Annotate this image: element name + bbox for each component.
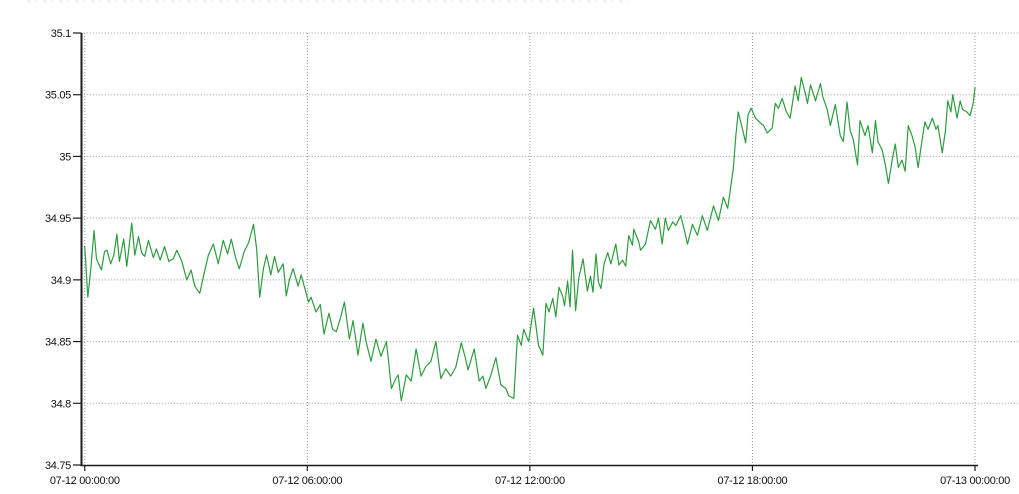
x-tick-label: 07-13 00:00:00	[940, 475, 1010, 487]
series-line-price	[84, 76, 976, 402]
x-tick-label: 07-12 00:00:00	[50, 475, 120, 487]
y-tick-label: 35	[59, 151, 71, 163]
y-tick-label: 35.05	[45, 90, 71, 102]
y-tick-label: 34.95	[45, 213, 71, 225]
y-tick-label: 35.1	[51, 28, 71, 40]
y-tick-label: 34.85	[45, 337, 71, 349]
y-tick-label: 34.8	[51, 398, 71, 410]
x-tick-label: 07-12 12:00:00	[495, 475, 565, 487]
y-tick-label: 34.75	[45, 460, 71, 472]
x-tick-label: 07-12 06:00:00	[272, 475, 342, 487]
x-tick-label: 07-12 18:00:00	[718, 475, 788, 487]
clipped-text-artifact	[28, 0, 628, 3]
y-tick-label: 34.9	[51, 275, 71, 287]
